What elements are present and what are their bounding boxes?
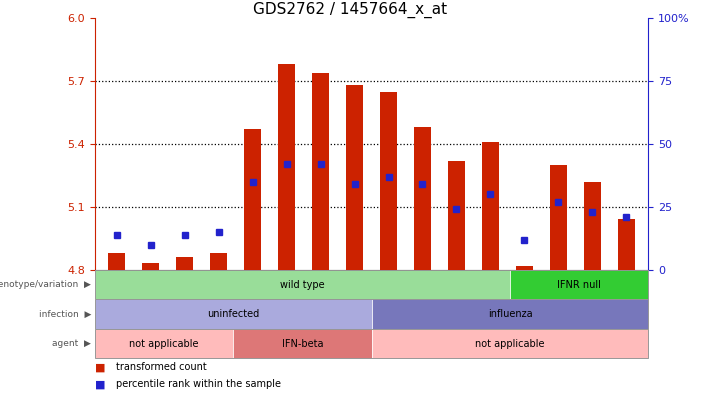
Bar	[95, 299, 372, 329]
Text: wild type: wild type	[280, 279, 325, 290]
Bar	[510, 270, 648, 299]
Bar	[448, 161, 465, 270]
Text: GDS2762 / 1457664_x_at: GDS2762 / 1457664_x_at	[254, 2, 447, 18]
Bar	[346, 85, 363, 270]
Bar	[414, 127, 431, 270]
Text: IFNR null: IFNR null	[557, 279, 601, 290]
Text: not applicable: not applicable	[475, 339, 545, 349]
Bar	[233, 329, 372, 358]
Text: influenza: influenza	[488, 309, 532, 319]
Text: ■: ■	[95, 362, 105, 373]
Text: percentile rank within the sample: percentile rank within the sample	[116, 379, 280, 390]
Bar	[380, 92, 397, 270]
Bar	[516, 266, 533, 270]
Text: uninfected: uninfected	[207, 309, 259, 319]
Text: not applicable: not applicable	[129, 339, 198, 349]
Bar	[584, 182, 601, 270]
Text: genotype/variation  ▶: genotype/variation ▶	[0, 280, 91, 289]
Bar	[142, 263, 159, 270]
Text: infection  ▶: infection ▶	[39, 309, 91, 319]
Bar	[618, 220, 635, 270]
Text: agent  ▶: agent ▶	[53, 339, 91, 348]
Bar	[372, 329, 648, 358]
Bar	[210, 253, 227, 270]
Bar	[95, 329, 233, 358]
Bar	[312, 73, 329, 270]
Text: ■: ■	[95, 379, 105, 390]
Bar	[95, 270, 510, 299]
Text: IFN-beta: IFN-beta	[282, 339, 323, 349]
Text: transformed count: transformed count	[116, 362, 206, 373]
Bar	[176, 257, 193, 270]
Bar	[372, 299, 648, 329]
Bar	[108, 253, 125, 270]
Bar	[482, 142, 499, 270]
Bar	[550, 165, 567, 270]
Bar	[278, 64, 295, 270]
Bar	[244, 129, 261, 270]
